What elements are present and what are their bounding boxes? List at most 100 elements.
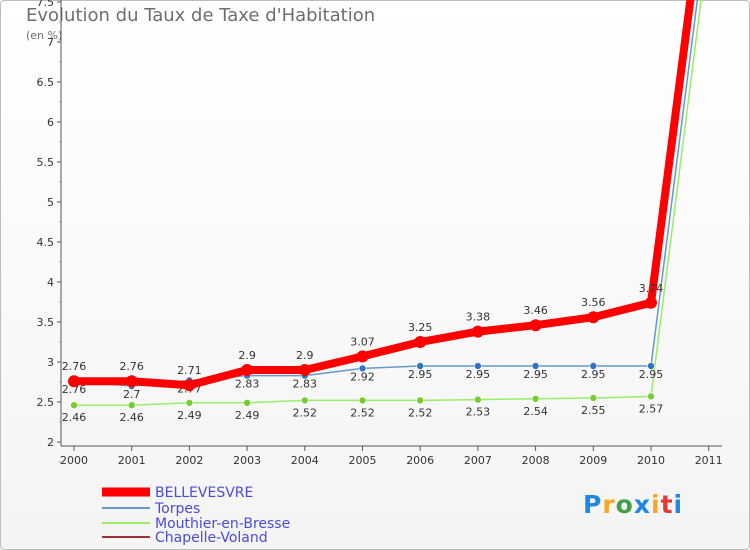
series-line-mouthier-en-bresse (74, 0, 702, 406)
data-point (356, 350, 369, 363)
x-tick-label: 2004 (291, 454, 319, 467)
data-point (529, 319, 542, 332)
data-point (531, 394, 540, 403)
data-label: 2.95 (581, 368, 606, 381)
data-label: 3.07 (350, 335, 375, 348)
data-label: 3.25 (408, 321, 433, 334)
data-label: 2.57 (639, 402, 664, 415)
data-point (647, 392, 655, 401)
data-label: 2.83 (235, 378, 260, 391)
data-label: 2.9 (296, 349, 314, 362)
data-label: 2.46 (62, 411, 87, 424)
data-label: 2.76 (119, 360, 144, 373)
data-point (183, 379, 196, 392)
y-tick-label: 7 (47, 36, 54, 49)
data-point (125, 375, 138, 388)
data-label: 2.71 (177, 364, 202, 377)
data-point (185, 398, 194, 407)
logo-letter: i (651, 490, 661, 519)
x-tick-label: 2008 (522, 454, 550, 467)
data-label: 2.7 (123, 388, 141, 401)
y-tick-label: 5 (47, 196, 54, 209)
data-point (589, 362, 598, 370)
data-point (300, 396, 309, 405)
y-tick-label: 4 (47, 276, 54, 289)
y-tick-label: 3.5 (37, 316, 55, 329)
data-point (531, 362, 540, 370)
data-label: 2.54 (523, 405, 548, 418)
data-point (645, 296, 657, 309)
y-tick-label: 3 (47, 356, 54, 369)
data-label: 2.95 (639, 368, 664, 381)
data-point (243, 398, 251, 407)
x-tick-label: 2009 (579, 454, 607, 467)
data-point (70, 401, 78, 410)
data-label: 3.46 (523, 304, 548, 317)
x-tick-label: 2007 (464, 454, 492, 467)
y-tick-label: 6.5 (37, 76, 55, 89)
chart-title: Evolution du Taux de Taxe d'Habitation (26, 5, 376, 26)
x-tick-label: 2003 (233, 454, 261, 467)
logo-letter: P (583, 490, 603, 519)
data-label: 2.92 (350, 370, 375, 383)
proxiti-logo: Proxiti (583, 490, 683, 519)
data-point (647, 362, 655, 370)
data-label: 2.9 (238, 349, 256, 362)
data-point (298, 364, 311, 376)
data-label: 2.52 (408, 406, 433, 419)
logo-letter: o (615, 490, 634, 519)
data-point (358, 396, 367, 405)
legend-label: Mouthier-en-Bresse (155, 516, 290, 532)
y-tick-label: 7.5 (37, 0, 55, 9)
data-point (241, 364, 254, 376)
series-line-bellevesvre (74, 0, 695, 390)
x-tick-label: 2001 (118, 454, 146, 467)
y-tick-label: 6 (47, 116, 54, 129)
data-point (471, 325, 484, 338)
data-point (416, 362, 425, 370)
data-point (414, 336, 427, 348)
y-tick-label: 4.5 (37, 236, 55, 249)
data-label: 2.83 (293, 378, 318, 391)
data-point (474, 395, 482, 404)
data-point (587, 311, 600, 324)
data-label: 3.56 (581, 296, 606, 309)
data-label: 2.46 (119, 411, 144, 424)
x-tick-label: 2010 (637, 454, 665, 467)
series-line-torpes (73, 0, 699, 387)
x-tick-label: 2002 (175, 454, 203, 467)
y-unit-label: (en %) (26, 29, 63, 42)
data-label: 2.49 (177, 409, 202, 422)
data-point (127, 401, 136, 410)
data-point (68, 375, 80, 388)
logo-letter: x (633, 490, 651, 519)
legend-label: Torpes (154, 501, 200, 517)
y-tick-label: 2 (47, 436, 54, 449)
data-point (474, 362, 482, 370)
x-tick-label: 2000 (60, 454, 88, 467)
logo-letter: i (673, 490, 684, 519)
x-tick-label: 2005 (349, 454, 377, 467)
data-label: 2.55 (581, 404, 606, 417)
logo-letter: t (660, 490, 674, 519)
data-label: 2.95 (523, 368, 548, 381)
y-tick-label: 5.5 (37, 156, 55, 169)
data-label: 2.76 (62, 383, 87, 396)
data-label: 2.95 (408, 368, 433, 381)
data-label: 3.74 (639, 282, 664, 295)
x-tick-label: 2006 (406, 454, 434, 467)
data-label: 2.53 (466, 406, 491, 419)
data-label: 2.52 (293, 406, 318, 419)
y-tick-label: 2.5 (37, 396, 55, 409)
data-label: 2.49 (235, 409, 260, 422)
data-label: 2.95 (466, 368, 491, 381)
legend-label: Chapelle-Voland (155, 530, 268, 546)
data-label: 3.38 (466, 311, 491, 324)
logo-letter: r (602, 490, 616, 519)
data-point (589, 394, 598, 402)
x-tick-label: 2011 (695, 454, 723, 467)
data-label: 2.76 (62, 360, 87, 373)
data-point (358, 364, 367, 373)
